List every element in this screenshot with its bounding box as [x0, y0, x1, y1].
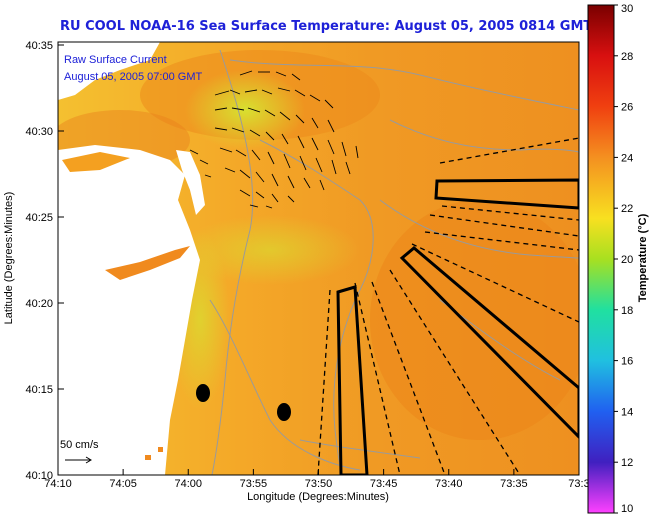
- x-tick-label: 74:10: [44, 478, 72, 490]
- colorbar-ticks: 30 28 26 24 22 20 18 16 14 12 10: [614, 3, 633, 515]
- y-tick-label: 40:35: [25, 40, 53, 52]
- x-tick-label: 73:35: [500, 478, 528, 490]
- map-title: RU COOL NOAA-16 Sea Surface Temperature:…: [60, 19, 593, 34]
- x-axis: 74:10 74:05 74:00 73:55 73:50 73:45 73:40 73:35…: [44, 469, 590, 490]
- station-marker-1: [196, 384, 210, 402]
- colorbar-tick-label: 30: [621, 3, 633, 15]
- colorbar-tick-label: 14: [621, 406, 633, 418]
- colorbar-tick-label: 16: [621, 356, 633, 368]
- x-tick-label: 74:00: [174, 478, 202, 490]
- land-new-jersey: [58, 145, 200, 475]
- colorbar-tick-label: 22: [621, 203, 633, 215]
- colorbar-tick-label: 20: [621, 254, 633, 266]
- colorbar-label: Temperature (°C): [637, 213, 649, 302]
- y-tick-label: 40:20: [25, 298, 53, 310]
- overlay-line-1: Raw Surface Current: [64, 54, 167, 66]
- y-tick-label: 40:30: [25, 126, 53, 138]
- colorbar-tick-label: 12: [621, 457, 633, 469]
- colorbar-tick-label: 18: [621, 305, 633, 317]
- overlay-line-2: August 05, 2005 07:00 GMT: [64, 71, 202, 83]
- scale-label: 50 cm/s: [60, 439, 99, 451]
- survey-zones: [336, 178, 579, 475]
- x-tick-label: 74:05: [109, 478, 137, 490]
- x-tick-label: 73:55: [240, 478, 268, 490]
- y-tick-label: 40:10: [25, 470, 53, 482]
- x-tick-label: 73:45: [370, 478, 398, 490]
- y-tick-label: 40:25: [25, 212, 53, 224]
- colorbar-tick-label: 26: [621, 102, 633, 114]
- x-tick-label: 73:50: [305, 478, 333, 490]
- station-marker-2: [277, 403, 291, 421]
- colorbar-tick-label: 24: [621, 152, 633, 164]
- x-axis-label: Longitude (Degrees:Minutes): [247, 491, 389, 503]
- surface-current-vectors: [189, 70, 359, 209]
- colorbar-tick-label: 28: [621, 51, 633, 63]
- colorbar: [587, 4, 615, 514]
- x-tick-label: 73:40: [435, 478, 463, 490]
- bathymetry-contours: [209, 49, 579, 475]
- scale-arrow: [65, 456, 92, 464]
- y-axis: 40:35 40:30 40:25 40:20 40:15 40:10: [25, 40, 64, 482]
- y-tick-label: 40:15: [25, 384, 53, 396]
- colorbar-tick-label: 10: [621, 503, 633, 515]
- bay-area: [105, 246, 190, 280]
- radial-transects: [317, 137, 579, 475]
- y-axis-label: Latitude (Degrees:Minutes): [3, 192, 15, 325]
- x-tick-label: 73:3: [568, 478, 589, 490]
- land-north: [58, 42, 160, 100]
